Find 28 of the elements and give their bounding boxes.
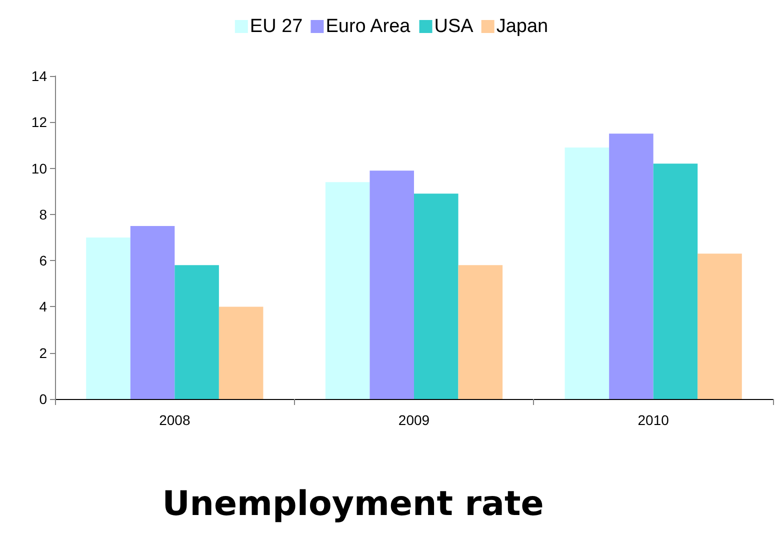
bar [458, 265, 503, 399]
bar [698, 254, 742, 399]
bar [130, 226, 175, 399]
y-tick-label: 2 [39, 344, 48, 361]
x-tick-label: 2010 [638, 412, 670, 428]
y-tick-label: 4 [39, 298, 48, 315]
legend-label: Japan [496, 16, 548, 37]
text: Unemployment rate [162, 484, 544, 524]
bar [414, 194, 458, 399]
bar [174, 265, 219, 399]
y-tick-label: 0 [39, 391, 48, 407]
bar [609, 134, 654, 399]
legend-label: EU 27 [250, 16, 303, 37]
y-tick-label: 8 [39, 206, 48, 222]
bar [86, 238, 130, 399]
legend-label: USA [434, 16, 474, 37]
legend-label: Euro Area [326, 16, 411, 37]
bar [564, 148, 610, 399]
y-tick-label: 14 [31, 68, 48, 84]
bar [370, 170, 414, 399]
bar [218, 306, 264, 399]
y-tick-label: 12 [31, 114, 48, 130]
x-tick-label: 2009 [398, 412, 430, 428]
bar [653, 164, 698, 399]
bar [325, 182, 370, 399]
x-tick-label: 2008 [159, 412, 190, 428]
y-tick-label: 10 [31, 160, 48, 176]
y-tick-label: 6 [39, 252, 48, 269]
